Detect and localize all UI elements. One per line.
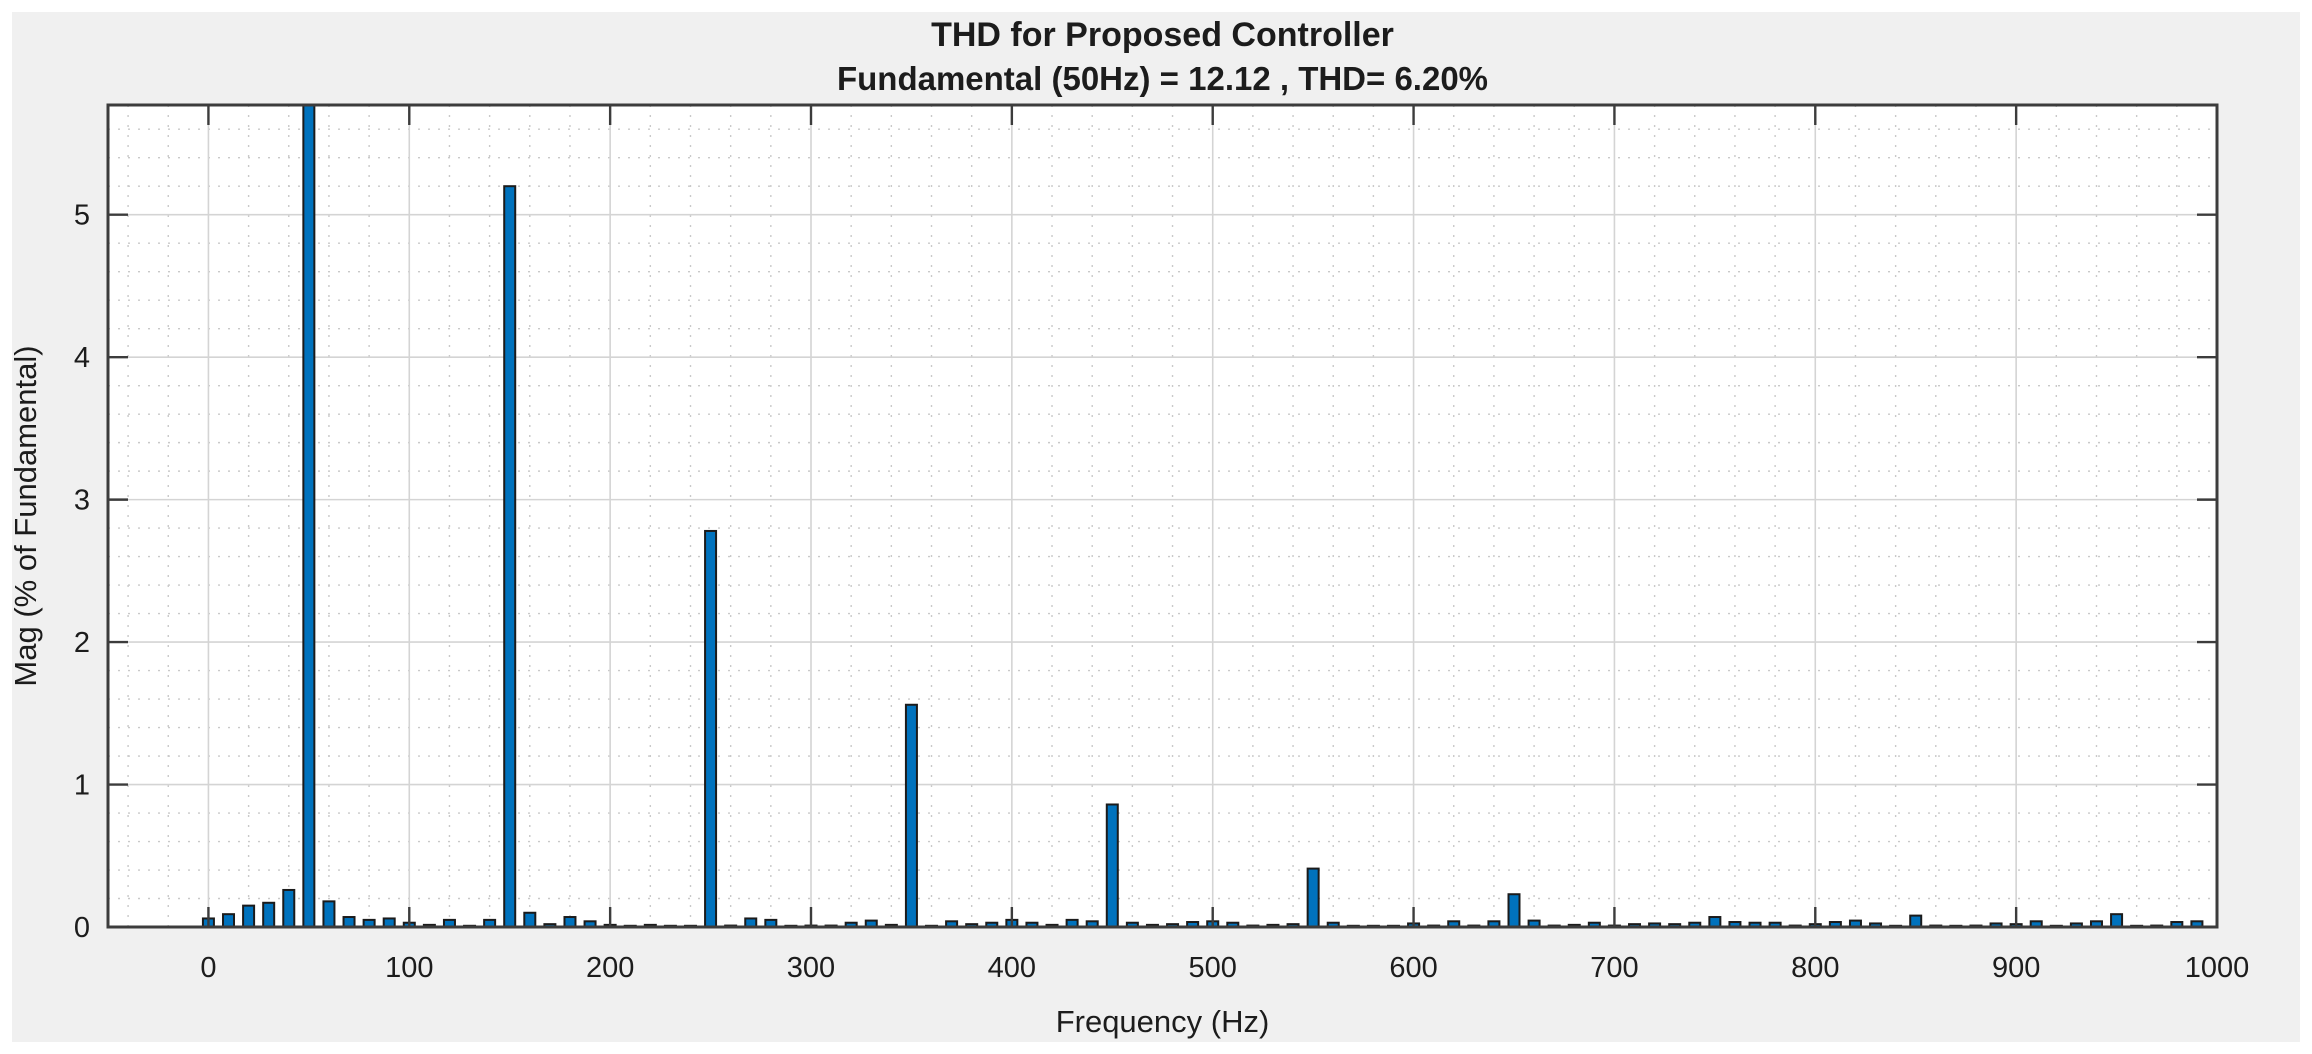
y-axis-label: Mag (% of Fundamental) bbox=[8, 345, 43, 686]
bar-50hz bbox=[302, 104, 316, 928]
y-tick-label-2: 2 bbox=[74, 627, 90, 659]
x-tick-label-300: 300 bbox=[787, 952, 835, 984]
x-tick-label-500: 500 bbox=[1189, 952, 1237, 984]
x-tick-label-900: 900 bbox=[1992, 952, 2040, 984]
x-tick-label-600: 600 bbox=[1389, 952, 1437, 984]
y-tick-label-3: 3 bbox=[74, 485, 90, 517]
axis-frame bbox=[106, 103, 2219, 929]
bar-40hz bbox=[282, 888, 296, 929]
x-tick-label-0: 0 bbox=[200, 952, 216, 984]
bar-160hz bbox=[523, 911, 537, 929]
axis-ticks bbox=[108, 105, 2217, 929]
bar-30hz bbox=[262, 901, 276, 928]
y-tick-label-5: 5 bbox=[74, 200, 90, 232]
x-tick-label-100: 100 bbox=[385, 952, 433, 984]
x-tick-label-700: 700 bbox=[1590, 952, 1638, 984]
bar-550hz bbox=[1306, 867, 1320, 929]
x-tick-label-400: 400 bbox=[988, 952, 1036, 984]
x-tick-label-800: 800 bbox=[1791, 952, 1839, 984]
bar-250hz bbox=[704, 529, 718, 929]
x-tick-label-1000: 1000 bbox=[2185, 952, 2250, 984]
grid-major bbox=[108, 105, 2217, 927]
x-tick-label-200: 200 bbox=[586, 952, 634, 984]
bar-60hz bbox=[322, 900, 336, 928]
y-tick-label-4: 4 bbox=[74, 342, 90, 374]
bar-950hz bbox=[2110, 913, 2124, 929]
y-tick-label-0: 0 bbox=[74, 912, 90, 944]
y-tick-label-1: 1 bbox=[74, 770, 90, 802]
bar-150hz bbox=[503, 185, 517, 929]
bar-20hz bbox=[242, 904, 256, 929]
bar-850hz bbox=[1909, 914, 1923, 929]
bar-10hz bbox=[222, 913, 236, 929]
grid-minor bbox=[108, 105, 2217, 927]
plot-area bbox=[108, 105, 2217, 927]
chart-title: THD for Proposed Controller bbox=[931, 16, 1394, 54]
bar-450hz bbox=[1105, 803, 1119, 928]
chart-subtitle: Fundamental (50Hz) = 12.12 , THD= 6.20% bbox=[837, 60, 1488, 97]
bar-650hz bbox=[1507, 893, 1521, 928]
x-axis-label: Frequency (Hz) bbox=[1056, 1004, 1270, 1039]
bar-350hz bbox=[904, 703, 918, 928]
